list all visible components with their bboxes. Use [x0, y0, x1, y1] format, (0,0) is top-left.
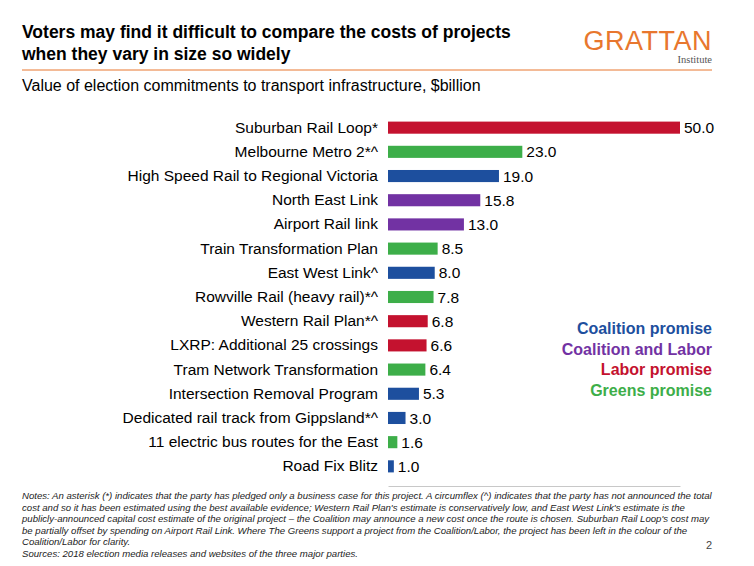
notes: Notes: An asterisk (*) indicates that th…: [21, 490, 713, 547]
legend: Coalition promise Coalition and Labor Labo…: [562, 320, 712, 399]
tick: Western Rail Plan*^: [241, 312, 388, 329]
text-line: cost and so it has been estimated using …: [22, 502, 685, 513]
bar-series: [388, 146, 522, 448]
legend-entry: Greens promise: [590, 382, 712, 399]
legend-entry: Coalition and Labor: [562, 341, 712, 358]
data-label: 8.5: [442, 240, 464, 257]
text-line: Voters may find it difficult to compare …: [22, 22, 511, 42]
bar: [388, 339, 427, 351]
legend-entry: Coalition promise: [577, 320, 712, 337]
data-label: 15.8: [484, 192, 514, 209]
data-label: 6.8: [432, 313, 454, 330]
bar: [388, 170, 499, 182]
bar-series: [388, 122, 680, 352]
category-label: Intersection Removal Program: [169, 385, 378, 402]
category-label: North East Link: [272, 191, 378, 208]
bar: [388, 412, 406, 424]
legend-entry: Labor promise: [601, 361, 712, 378]
data-label: 6.4: [429, 361, 451, 378]
category-label: Airport Rail link: [274, 215, 378, 232]
category-label: East West Link^: [268, 264, 379, 281]
category-label: Train Transformation Plan: [200, 240, 378, 257]
category-label: Tram Network Transformation: [174, 361, 378, 378]
title: Voters may find it difficult to compare …: [21, 22, 511, 64]
x-axis: [389, 486, 681, 487]
bar: [388, 291, 434, 303]
bar: [388, 194, 480, 206]
bar: [388, 243, 438, 255]
tick: Suburban Rail Loop*: [235, 119, 388, 136]
bar: [388, 388, 419, 400]
tick: North East Link: [272, 191, 388, 208]
data-label: 5.3: [423, 385, 445, 402]
data-label: 1.6: [401, 434, 423, 451]
page-number: 2: [706, 539, 712, 551]
bar: [388, 218, 464, 230]
tick: Train Transformation Plan: [200, 240, 388, 257]
category-label: Western Rail Plan*^: [241, 312, 379, 329]
data-label: 19.0: [503, 168, 534, 185]
bar: [388, 267, 435, 279]
tick: East West Link^: [268, 264, 388, 281]
category-label: High Speed Rail to Regional Victoria: [128, 167, 379, 184]
data-label: 3.0: [410, 410, 432, 427]
category-label: Suburban Rail Loop*: [235, 119, 378, 136]
tick: Melbourne Metro 2*^: [235, 143, 388, 160]
text-line: be partially offset by spending on Airpo…: [22, 525, 687, 536]
bar: [388, 315, 428, 327]
y-axis: Suburban Rail Loop* Melbourne Metro 2*^ Hi…: [123, 119, 388, 475]
tick: LXRP: Additional 25 crossings: [170, 336, 388, 353]
text-line: publicly-announced capital cost estimate…: [21, 513, 710, 524]
logo-sub: Institute: [678, 54, 713, 65]
category-label: Melbourne Metro 2*^: [235, 143, 379, 160]
tick: 11 electric bus routes for the East: [148, 433, 388, 450]
category-label: Rowville Rail (heavy rail)*^: [195, 288, 379, 305]
data-label: 8.0: [439, 264, 461, 281]
bar: [388, 460, 394, 472]
bar: [388, 436, 397, 448]
tick: Intersection Removal Program: [169, 385, 388, 402]
tick: Rowville Rail (heavy rail)*^: [195, 288, 388, 305]
tick: Airport Rail link: [274, 215, 388, 232]
chart: Voters may find it difficult to compare …: [0, 0, 754, 566]
data-labels: 19.0 8.0 5.3 3.0 1.0 15.8 13.0 50.0 6.8 6.6 23.0 8.…: [398, 119, 715, 475]
data-label: 1.0: [398, 458, 420, 475]
plot-area: [388, 122, 680, 473]
tick: Dedicated rail track from Gippsland*^: [123, 409, 388, 426]
subtitle: Value of election commitments to transpo…: [22, 77, 481, 94]
category-label: Dedicated rail track from Gippsland*^: [123, 409, 379, 426]
data-label: 7.8: [438, 289, 460, 306]
data-label: 13.0: [468, 216, 499, 233]
tick: Road Fix Blitz: [282, 457, 388, 474]
bar: [388, 364, 425, 376]
data-label: 23.0: [526, 143, 557, 160]
title-rule: [22, 70, 712, 71]
category-label: 11 electric bus routes for the East: [148, 433, 378, 450]
tick: High Speed Rail to Regional Victoria: [128, 167, 388, 184]
bar-series: [388, 170, 499, 472]
sources: Sources: 2018 election media releases an…: [22, 548, 358, 559]
axis-line: [389, 486, 681, 487]
category-label: Road Fix Blitz: [282, 457, 378, 474]
logo: GRATTAN: [584, 26, 713, 56]
bar: [388, 146, 522, 158]
text-line: when they vary in size so widely: [21, 44, 291, 64]
bar-series: [388, 194, 480, 230]
text-line: Coalition/Labor for clarity.: [22, 536, 130, 547]
tick: Tram Network Transformation: [174, 361, 388, 378]
bar: [388, 122, 680, 134]
text-line: Notes: An asterisk (*) indicates that th…: [22, 490, 713, 501]
data-label: 6.6: [431, 337, 453, 354]
data-label: 50.0: [684, 119, 715, 136]
category-label: LXRP: Additional 25 crossings: [170, 336, 378, 353]
